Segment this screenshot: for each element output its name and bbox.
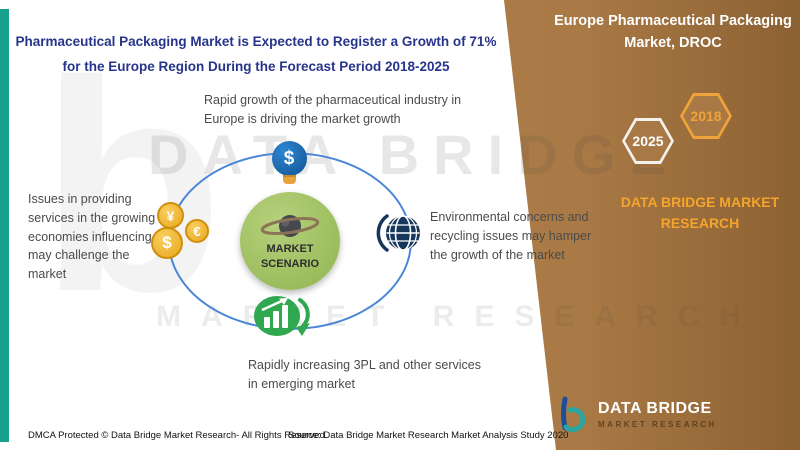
logo-title: DATA BRIDGE [598,399,712,417]
page-title: Pharmaceutical Packaging Market is Expec… [8,29,504,79]
page-title-line1: Pharmaceutical Packaging Market is Expec… [15,34,497,49]
dbmr-logo: DATA BRIDGE MARKET RESEARCH [556,396,717,432]
hexagon-2018-label: 2018 [683,96,729,136]
market-scenario-label-line2: SCENARIO [260,257,320,270]
currency-coins-icon: ¥ € $ [149,202,215,264]
growth-bars-icon [250,293,318,344]
hexagon-2025-label: 2025 [625,121,671,161]
side-panel-title-line2: Market, DROC [624,35,722,51]
market-scenario-circle: MARKET SCENARIO [240,192,340,290]
data-bridge-logo-icon [561,396,586,432]
note-opportunity: Rapidly increasing 3PL and other service… [248,358,481,391]
side-panel-title-line1: Europe Pharmaceutical Packaging [554,13,792,29]
note-restraint: Environmental concerns and recycling iss… [430,210,592,262]
brand-text: DATA BRIDGE MARKET RESEARCH [620,194,780,231]
lightbulb-dollar-symbol: $ [271,141,307,176]
market-scenario-label-line1: MARKET [266,242,314,255]
side-panel-title: Europe Pharmaceutical Packaging Market, … [552,10,794,54]
saturn-icon [260,214,320,237]
hexagon-2025: 2025 [622,118,674,164]
page-title-line2: for the Europe Region During the Forecas… [62,59,450,74]
footer-dmca: DMCA Protected © Data Bridge Market Rese… [28,430,328,441]
lightbulb-base [282,175,296,184]
coin-dollar-icon: $ [151,227,183,259]
coin-euro-icon: € [185,219,209,243]
coin-yen-icon: ¥ [157,202,184,229]
note-driver: Rapid growth of the pharmaceutical indus… [204,93,462,126]
globe-icon [374,209,426,262]
footer-source: Source: Data Bridge Market Research Mark… [288,430,569,441]
left-accent-bar [0,9,9,442]
market-scenario-label: MARKET SCENARIO [261,242,319,272]
note-challenge: Issues in providing services in the grow… [28,192,156,281]
hexagon-2018: 2018 [680,93,732,139]
lightbulb-dollar-icon: $ [271,141,307,184]
logo-subtitle: MARKET RESEARCH [598,419,717,429]
